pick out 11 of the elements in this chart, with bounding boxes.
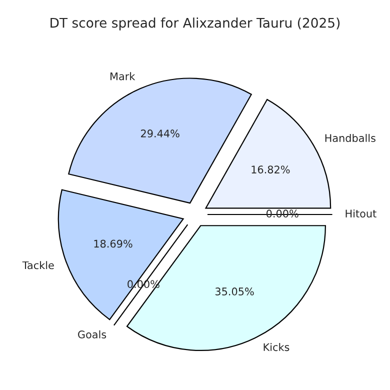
chart-title: DT score spread for Alixzander Tauru (2025) (50, 18, 340, 30)
slice-label: Mark (110, 72, 136, 80)
data-label: 29.44% (141, 130, 180, 138)
slice-label: Kicks (264, 343, 290, 352)
category-label: Hitout (346, 209, 376, 218)
data-label: 18.69% (94, 240, 132, 248)
data-label: 16.82% (252, 166, 290, 174)
slice-label: Tackle (22, 261, 54, 270)
category-label: Goals (78, 330, 106, 338)
data-label: 35.05% (215, 288, 254, 296)
slice-label: Handballs (325, 134, 376, 142)
